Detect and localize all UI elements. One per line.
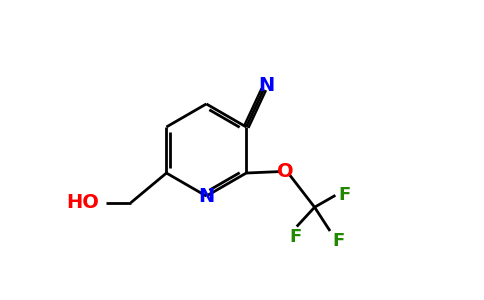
Text: O: O <box>276 162 293 181</box>
Text: F: F <box>338 186 350 204</box>
Text: HO: HO <box>67 193 100 212</box>
Text: N: N <box>258 76 275 95</box>
Text: F: F <box>333 232 345 250</box>
Text: N: N <box>198 187 214 206</box>
Text: F: F <box>289 228 302 246</box>
